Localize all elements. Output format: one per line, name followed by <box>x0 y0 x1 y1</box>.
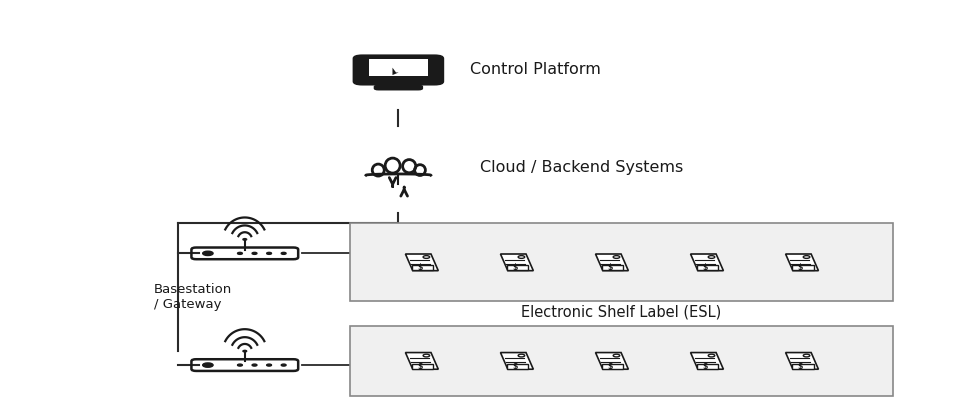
FancyBboxPatch shape <box>507 363 528 369</box>
FancyBboxPatch shape <box>412 363 433 369</box>
Circle shape <box>804 354 810 357</box>
Ellipse shape <box>372 164 384 176</box>
Polygon shape <box>500 254 534 271</box>
Circle shape <box>708 256 715 259</box>
FancyBboxPatch shape <box>357 77 440 83</box>
Ellipse shape <box>385 158 400 173</box>
Text: $: $ <box>608 263 613 272</box>
Circle shape <box>267 364 272 366</box>
FancyBboxPatch shape <box>602 265 623 271</box>
Circle shape <box>252 364 257 366</box>
Circle shape <box>708 354 715 357</box>
FancyBboxPatch shape <box>697 363 718 369</box>
Polygon shape <box>595 254 629 271</box>
Text: Cloud / Backend Systems: Cloud / Backend Systems <box>480 160 684 175</box>
Text: $: $ <box>798 362 804 371</box>
Circle shape <box>423 354 430 357</box>
Circle shape <box>252 252 257 255</box>
FancyBboxPatch shape <box>373 85 423 91</box>
FancyBboxPatch shape <box>369 59 428 76</box>
Text: $: $ <box>703 362 708 371</box>
FancyBboxPatch shape <box>366 169 431 175</box>
Text: $: $ <box>513 263 518 272</box>
Circle shape <box>518 256 525 259</box>
FancyBboxPatch shape <box>792 265 813 271</box>
FancyBboxPatch shape <box>412 265 433 271</box>
Text: Basestation
/ Gateway: Basestation / Gateway <box>154 283 232 311</box>
FancyBboxPatch shape <box>507 265 528 271</box>
FancyBboxPatch shape <box>392 81 405 87</box>
Polygon shape <box>690 353 724 369</box>
Polygon shape <box>785 254 819 271</box>
Text: $: $ <box>418 362 423 371</box>
FancyBboxPatch shape <box>697 265 718 271</box>
FancyBboxPatch shape <box>792 363 813 369</box>
Polygon shape <box>690 254 724 271</box>
Polygon shape <box>405 353 439 369</box>
Circle shape <box>281 364 286 366</box>
FancyBboxPatch shape <box>602 363 623 369</box>
Text: $: $ <box>513 362 518 371</box>
Circle shape <box>243 350 247 352</box>
Circle shape <box>237 252 242 255</box>
Circle shape <box>804 256 810 259</box>
Polygon shape <box>393 68 398 75</box>
Circle shape <box>237 364 242 366</box>
Circle shape <box>613 256 620 259</box>
Text: $: $ <box>703 263 708 272</box>
Text: $: $ <box>608 362 613 371</box>
Polygon shape <box>405 254 439 271</box>
Circle shape <box>281 252 286 255</box>
Circle shape <box>267 252 272 255</box>
Circle shape <box>203 251 213 255</box>
Circle shape <box>423 256 430 259</box>
FancyBboxPatch shape <box>352 54 444 85</box>
Text: Electronic Shelf Label (ESL): Electronic Shelf Label (ESL) <box>521 304 722 320</box>
FancyBboxPatch shape <box>350 223 893 301</box>
Polygon shape <box>595 353 629 369</box>
FancyBboxPatch shape <box>350 326 893 396</box>
Circle shape <box>243 239 247 240</box>
Text: $: $ <box>798 263 804 272</box>
Polygon shape <box>785 353 819 369</box>
Ellipse shape <box>402 160 416 173</box>
Ellipse shape <box>415 165 425 176</box>
Circle shape <box>518 354 525 357</box>
Text: Control Platform: Control Platform <box>470 62 601 77</box>
Circle shape <box>203 363 213 367</box>
Circle shape <box>613 354 620 357</box>
Polygon shape <box>500 353 534 369</box>
Text: $: $ <box>418 263 423 272</box>
